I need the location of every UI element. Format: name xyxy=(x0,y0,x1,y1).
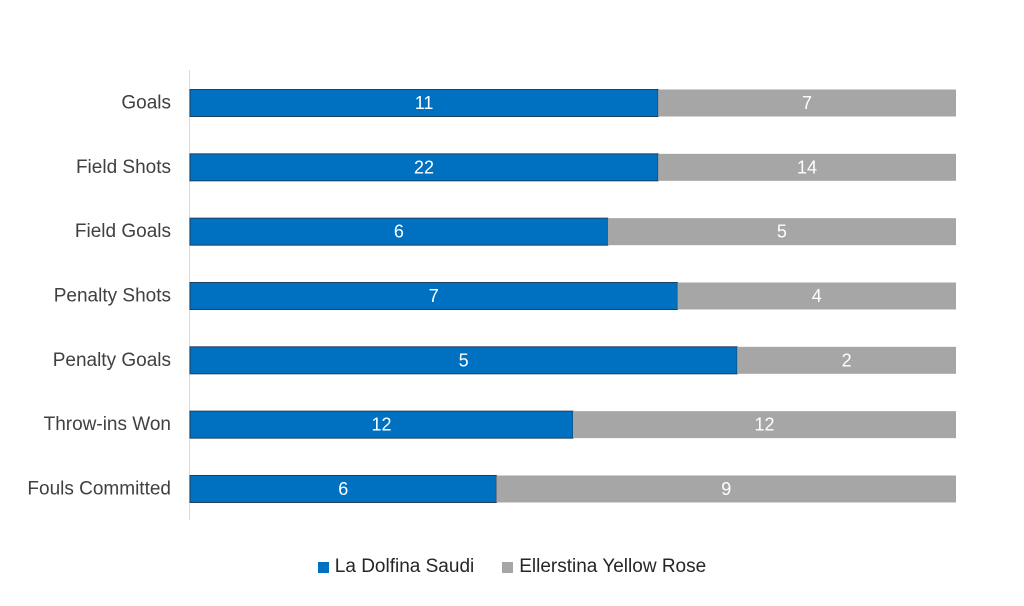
value-label-series-2-0: 7 xyxy=(802,93,812,113)
value-label-series-1-4: 5 xyxy=(459,350,469,370)
bar-series-1-2 xyxy=(189,217,609,246)
value-label-series-2-6: 9 xyxy=(721,479,731,499)
legend: La Dolfina Saudi Ellerstina Yellow Rose xyxy=(0,556,1024,578)
legend-swatch-series-2 xyxy=(502,561,514,573)
legend-item-series-2: Ellerstina Yellow Rose xyxy=(502,556,706,578)
category-labels-group: Goals Field Shots Field Goals Penalty Shots… xyxy=(27,93,171,500)
value-labels-group: 11 7 22 14 6 5 7 4 5 2 12 12 6 9 xyxy=(338,93,851,499)
legend-swatch-series-1 xyxy=(317,561,329,573)
value-label-series-1-5: 12 xyxy=(371,415,391,435)
bar-series-1-4 xyxy=(189,346,738,375)
value-label-series-1-2: 6 xyxy=(394,222,404,242)
bar-series-1-5 xyxy=(189,410,574,439)
legend-label-series-2: Ellerstina Yellow Rose xyxy=(519,556,707,577)
bar-series-2-0 xyxy=(658,89,956,117)
value-label-series-2-1: 14 xyxy=(797,157,817,177)
category-label-4: Penalty Goals xyxy=(53,350,171,371)
value-label-series-2-2: 5 xyxy=(777,222,787,242)
value-label-series-2-5: 12 xyxy=(754,415,774,435)
category-label-5: Throw-ins Won xyxy=(44,414,171,435)
stacked-bar-chart: Goals Field Shots Field Goals Penalty Shots… xyxy=(27,70,956,520)
bar-series-2-3 xyxy=(677,282,956,310)
legend-label-series-1: La Dolfina Saudi xyxy=(334,556,475,577)
bar-series-2-1 xyxy=(658,153,956,181)
value-label-series-2-3: 4 xyxy=(812,286,822,306)
bar-series-1-1 xyxy=(189,153,659,182)
category-label-6: Fouls Committed xyxy=(27,478,171,499)
legend-item-series-1: La Dolfina Saudi xyxy=(317,556,475,578)
value-label-series-2-4: 2 xyxy=(842,350,852,370)
category-label-0: Goals xyxy=(121,93,171,114)
category-label-1: Field Shots xyxy=(76,157,171,178)
category-label-3: Penalty Shots xyxy=(54,285,171,306)
bar-series-2-2 xyxy=(607,218,956,246)
bar-series-2-6 xyxy=(496,475,956,503)
category-label-2: Field Goals xyxy=(75,221,171,242)
value-label-series-1-6: 6 xyxy=(338,479,348,499)
value-label-series-1-3: 7 xyxy=(429,286,439,306)
bar-series-1-6 xyxy=(189,474,497,503)
value-label-series-1-0: 11 xyxy=(415,93,434,113)
bar-series-1-3 xyxy=(189,281,678,310)
bar-series-2-5 xyxy=(573,411,956,439)
value-label-series-1-1: 22 xyxy=(414,157,434,177)
bar-series-2-4 xyxy=(737,346,956,374)
bars-group xyxy=(189,89,956,503)
